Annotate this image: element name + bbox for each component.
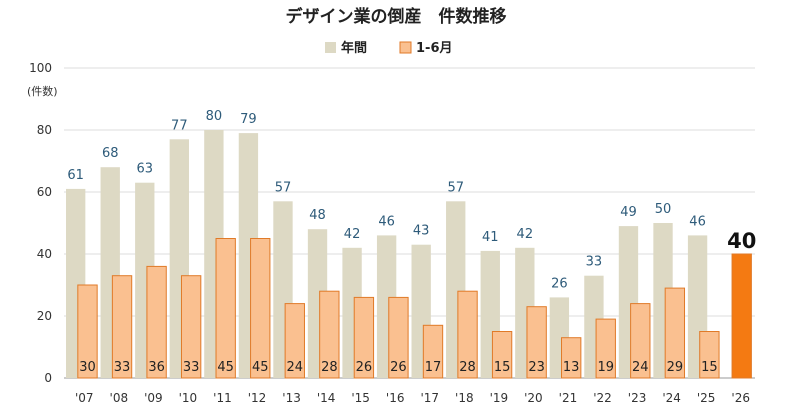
y-tick-label: 80 [37,123,52,137]
data-label-annual: 46 [378,214,395,229]
data-label-h1: 15 [494,360,511,375]
data-label-annual: 63 [137,162,154,177]
x-tick-label: '23 [628,391,647,405]
bar-h1 [353,296,375,379]
x-tick-label: '11 [213,391,232,405]
x-tick-label: '25 [697,391,716,405]
x-tick-label: '20 [524,391,543,405]
gridlines [64,67,755,379]
bar-h1 [77,284,98,379]
bar-h1 [388,296,409,379]
bar-h1 [561,337,582,379]
bar-h1 [284,303,305,379]
y-tick-label: 40 [37,247,52,261]
x-tick-label: '26 [731,391,750,405]
x-tick-label: '17 [420,391,439,405]
data-label-annual: 26 [551,276,568,291]
data-label-h1: 24 [632,360,649,375]
data-label-annual: 68 [102,146,119,161]
data-label-annual: 80 [206,109,223,124]
bar-h1 [422,324,444,379]
bar-h1 [111,275,133,379]
data-label-h1: 28 [321,360,338,375]
x-tick-label: '16 [386,391,405,405]
bar-h1 [630,303,651,379]
x-tick-label: '15 [351,391,370,405]
bar-h1 [457,290,478,379]
data-label-h1: 23 [528,360,545,375]
data-label-h1: 26 [390,360,407,375]
x-tick-label: '13 [282,391,301,405]
data-label-h1: 28 [459,360,476,375]
data-label-annual: 50 [655,202,672,217]
data-label-h1: 13 [563,360,580,375]
bar-h1 [595,318,616,379]
data-label-h1: 26 [356,360,373,375]
data-label-h1: 24 [287,360,304,375]
legend-label-annual: 年間 [341,40,367,56]
bar-h1 [491,331,513,379]
data-label-annual: 79 [240,112,257,127]
legend-swatch-annual [325,42,336,53]
bar-h1 [180,275,202,379]
data-label-h1-highlight: 40 [727,229,756,253]
x-tick-label: '12 [248,391,267,405]
bar-h1 [250,238,271,379]
data-label-h1: 19 [597,360,614,375]
legend-swatch-h1 [399,41,412,54]
data-label-h1: 36 [148,360,165,375]
data-label-h1: 17 [425,360,442,375]
x-tick-label: '08 [110,391,129,405]
bar-h1 [731,253,752,379]
data-label-h1: 45 [252,360,269,375]
data-label-h1: 15 [701,360,718,375]
bar-h1 [319,290,340,379]
data-label-h1: 29 [667,360,684,375]
bar-h1 [664,287,686,379]
x-tick-label: '09 [144,391,163,405]
data-label-h1: 45 [217,360,234,375]
data-label-annual: 41 [482,230,499,245]
data-label-annual: 49 [620,205,637,220]
y-tick-label: 100 [29,61,52,75]
bar-h1 [526,306,547,379]
x-tick-label: '19 [490,391,509,405]
data-label-annual: 46 [689,214,706,229]
data-label-annual: 48 [309,208,326,223]
data-label-annual: 57 [447,180,464,195]
y-tick-label: 60 [37,185,52,199]
x-tick-label: '10 [179,391,198,405]
x-tick-label: '07 [75,391,94,405]
x-axis: '07 '08 '09 '10 '11 '12 '13 '14 '15 '16 '17 '18 '19 '… [75,391,750,405]
data-label-annual: 42 [344,227,361,242]
data-label-annual: 43 [413,224,430,239]
y-axis: 0 20 40 60 80 100 [29,61,52,385]
data-label-annual: 33 [586,255,603,270]
x-tick-label: '18 [455,391,474,405]
data-label-annual: 61 [67,168,84,183]
y-tick-label: 20 [37,309,52,323]
x-tick-label: '24 [662,391,681,405]
legend: 年間 1-6月 [325,40,453,56]
data-label-annual: 57 [275,180,292,195]
data-labels: 61 30 68 33 63 36 77 33 80 45 79 45 57 24 48 28 42 26 46 26… [67,109,756,375]
bars [66,130,752,379]
bar-h1 [215,238,236,379]
bar-h1 [146,265,167,379]
legend-label-h1: 1-6月 [416,41,453,56]
bar-h1 [699,331,720,379]
x-tick-label: '14 [317,391,336,405]
data-label-h1: 33 [114,360,131,375]
x-tick-label: '21 [559,391,578,405]
y-unit-label: (件数) [27,85,58,98]
chart-title: デザイン業の倒産 件数推移 [286,6,507,27]
data-label-annual: 77 [171,118,188,133]
data-label-h1: 30 [79,360,96,375]
data-label-annual: 42 [517,227,534,242]
data-label-h1: 33 [183,360,200,375]
y-tick-label: 0 [44,371,52,385]
x-tick-label: '22 [593,391,612,405]
